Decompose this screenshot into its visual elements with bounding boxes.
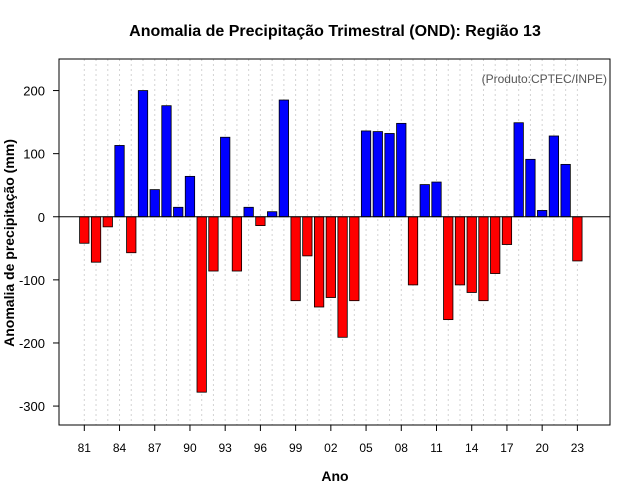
x-tick-label: 08 xyxy=(395,441,409,455)
bar-1988 xyxy=(161,105,172,218)
bar-1991 xyxy=(196,216,207,393)
bar-1994 xyxy=(231,216,243,272)
bar-1993 xyxy=(220,136,231,218)
bar-1999 xyxy=(290,216,301,302)
y-tick-label: -300 xyxy=(19,399,45,414)
bar-1989 xyxy=(173,206,184,218)
x-tick-label: 05 xyxy=(359,441,373,455)
bar-1997 xyxy=(267,211,278,218)
x-tick-label: 14 xyxy=(465,441,479,455)
vertical-gridlines xyxy=(83,59,578,425)
bar-2001 xyxy=(313,216,325,308)
bar-1985 xyxy=(126,216,137,254)
bar-2022 xyxy=(560,163,571,218)
product-credit: (Produto:CPTEC/INPE) xyxy=(482,72,607,86)
x-tick-label: 17 xyxy=(500,441,514,455)
bar-2016 xyxy=(490,216,501,274)
bar-series xyxy=(79,90,583,393)
bar-2014 xyxy=(466,216,477,293)
x-tick-label: 87 xyxy=(148,441,162,455)
bar-1998 xyxy=(278,99,289,218)
bar-2021 xyxy=(548,135,560,218)
bar-2000 xyxy=(302,216,313,257)
bar-2004 xyxy=(349,216,360,302)
x-tick-label: 96 xyxy=(254,441,268,455)
bar-2011 xyxy=(431,181,442,218)
bar-1990 xyxy=(184,175,196,218)
bar-1987 xyxy=(149,189,160,218)
y-tick-label: 200 xyxy=(23,84,45,99)
bar-1983 xyxy=(102,216,113,228)
y-axis-title: Anomalia de precipitação (mm) xyxy=(1,139,17,347)
bar-2005 xyxy=(360,130,372,218)
y-axis: 200 100 0 -100 -200 -300 xyxy=(19,84,59,414)
y-tick-label: -200 xyxy=(19,336,45,351)
bar-2013 xyxy=(454,216,466,286)
plot-frame xyxy=(58,58,611,426)
x-tick-label: 99 xyxy=(289,441,303,455)
x-tick-label: 81 xyxy=(78,441,92,455)
bar-2006 xyxy=(372,131,383,218)
bar-2008 xyxy=(396,122,407,218)
y-tick-label: -100 xyxy=(19,273,45,288)
bar-2019 xyxy=(525,158,536,218)
bar-2017 xyxy=(501,216,513,245)
chart-title: Anomalia de Precipitação Trimestral (OND… xyxy=(129,23,541,40)
bar-2012 xyxy=(443,216,454,321)
x-tick-label: 93 xyxy=(219,441,233,455)
bar-2023 xyxy=(572,216,583,262)
bar-1995 xyxy=(243,206,254,218)
bar-2010 xyxy=(419,184,430,218)
bar-1982 xyxy=(90,216,102,263)
y-tick-label: 0 xyxy=(38,210,45,225)
bar-1981 xyxy=(79,216,90,244)
x-axis: 81 84 87 90 93 96 99 02 05 08 11 14 17 20 23 xyxy=(78,425,585,455)
bar-2015 xyxy=(478,216,489,302)
x-axis-title: Ano xyxy=(321,468,348,484)
bar-2020 xyxy=(537,210,548,218)
x-tick-label: 23 xyxy=(571,441,585,455)
bar-2009 xyxy=(407,216,419,286)
bar-2003 xyxy=(337,216,348,338)
bar-2007 xyxy=(384,133,395,218)
bar-1992 xyxy=(208,216,219,272)
x-tick-label: 11 xyxy=(430,441,443,455)
x-tick-label: 20 xyxy=(535,441,549,455)
bar-1986 xyxy=(137,90,149,218)
x-tick-label: 84 xyxy=(113,441,127,455)
y-tick-label: 100 xyxy=(23,147,45,162)
x-tick-label: 02 xyxy=(324,441,338,455)
x-tick-label: 90 xyxy=(183,441,197,455)
bar-2002 xyxy=(325,216,336,298)
bar-1984 xyxy=(114,145,125,218)
bar-1996 xyxy=(255,216,266,226)
bar-2018 xyxy=(513,122,524,218)
